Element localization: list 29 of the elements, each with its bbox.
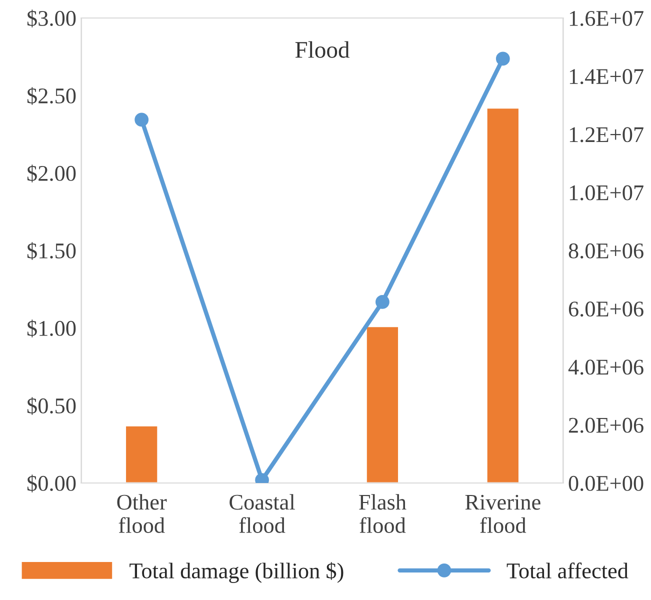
y-tick-label: $2.00 [27, 164, 76, 182]
bar [366, 326, 400, 483]
y2-tick-label: 0.0E+00 [568, 476, 644, 492]
x-tick-label: Coastal flood [230, 494, 295, 533]
y2-tick-label: 1.4E+07 [570, 69, 644, 84]
x-tick-label: Other flood [117, 494, 167, 533]
y-tick-label: $1.50 [27, 242, 76, 260]
x-tick-label: Flash flood [359, 494, 406, 533]
y2-tick-label: 6.0E+06 [568, 302, 644, 317]
y2-tick-label: 8.0E+06 [568, 243, 644, 259]
point [376, 294, 390, 309]
legend-label: Total damage (billion $) [130, 562, 344, 583]
x-tick-label: Riverine flood [465, 494, 540, 533]
bar [486, 107, 520, 483]
point [496, 52, 510, 66]
y-tick-label: $1.00 [27, 320, 76, 338]
y-tick-label: $2.50 [27, 87, 76, 105]
y2-tick-label: 1.6E+07 [570, 10, 644, 26]
bar [124, 424, 159, 483]
y2-tick-label: 1.0E+07 [570, 185, 644, 200]
y2-tick-label: 1.2E+07 [570, 127, 644, 142]
legend-label: Total affected [506, 562, 628, 578]
y2-tick-label: 2.0E+06 [568, 418, 644, 433]
y2-tick-label: 4.0E+06 [568, 360, 644, 375]
y-tick-label: $3.00 [27, 10, 76, 28]
y-tick-label: $0.00 [27, 474, 76, 492]
point [134, 112, 149, 127]
y-tick-label: $0.50 [27, 397, 76, 415]
text: Flood [295, 41, 350, 58]
